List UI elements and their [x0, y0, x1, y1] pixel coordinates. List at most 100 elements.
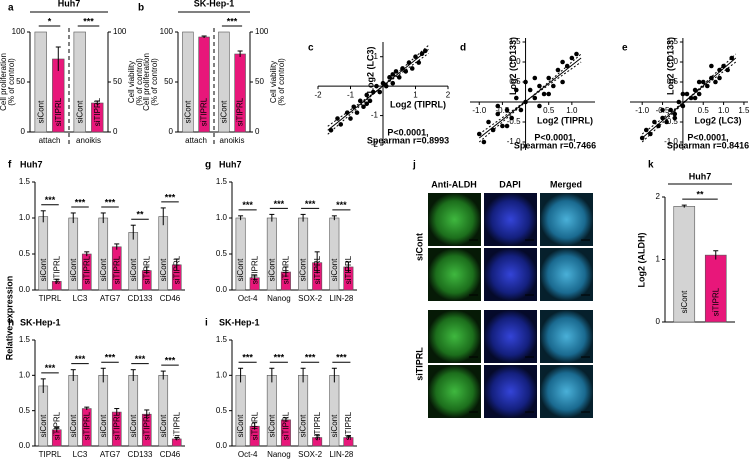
tick-label: 1 [656, 255, 661, 264]
point [656, 123, 661, 129]
x-tick-label: anoikis [76, 136, 101, 145]
micrograph [484, 193, 537, 246]
panel-title: Huh7 [58, 0, 81, 8]
point [364, 92, 370, 98]
x-tick-label: SOX-2 [298, 450, 323, 459]
significance: *** [274, 199, 285, 209]
micrograph [540, 193, 593, 246]
point [335, 116, 340, 121]
bar-label: siCont [680, 290, 689, 313]
x-tick-label: attach [39, 136, 61, 145]
confidence-band [327, 52, 429, 127]
y-tick-label: 1.5 [667, 37, 679, 46]
y2-axis-label: (% of control) [277, 58, 286, 106]
point [396, 75, 402, 80]
bar-label: siCont [129, 414, 138, 437]
point [660, 115, 665, 121]
bar-label: siCont [299, 258, 308, 281]
significance: *** [305, 199, 316, 209]
tick-label: 100 [160, 27, 174, 36]
tick-label: 1.5 [216, 335, 228, 344]
point [672, 115, 678, 121]
tick-label: 0.0 [19, 285, 31, 294]
bar-label: siCont [267, 414, 276, 437]
point [486, 119, 491, 125]
panel-letter: k [648, 160, 654, 171]
x-tick-label: Oct-4 [238, 294, 258, 303]
bar-label: siTIPRL [82, 411, 91, 440]
panel-title: Huh7 [20, 159, 43, 169]
y-tick-label: -0.5 [664, 117, 678, 126]
annotation: Spearman r=0.8993 [367, 135, 449, 145]
bar-label: siTIPRL [344, 255, 353, 284]
point [668, 107, 673, 113]
x-tick-label: -1.0 [472, 106, 486, 115]
point [419, 51, 425, 57]
point [664, 119, 669, 125]
significance: *** [105, 353, 116, 363]
micrograph [428, 365, 481, 418]
x-tick-label: -1 [347, 90, 355, 99]
y-axis-label: Log2 (ALDH) [636, 233, 646, 288]
x-tick-label: TIPRL [39, 450, 62, 459]
trend-line [327, 48, 429, 131]
x-tick-label: LC3 [73, 450, 88, 459]
point [357, 98, 363, 104]
bar-label: siCont [299, 414, 308, 437]
x-tick-label: CD46 [160, 450, 181, 459]
tick-label: 0 [21, 127, 26, 136]
annotation: P<0.0001, [534, 132, 575, 142]
bar-label: siCont [184, 100, 193, 123]
bar-label: siCont [267, 258, 276, 281]
bar-label: siTIPRL [172, 411, 181, 440]
point [725, 67, 730, 73]
y-tick-label: -2 [371, 140, 379, 149]
point [532, 95, 538, 101]
point [509, 115, 514, 121]
tick-label: 0 [169, 127, 174, 136]
bar-label: siTIPRL [52, 255, 61, 284]
x-tick-label: ATG7 [100, 294, 121, 303]
point [680, 103, 686, 109]
bar-label: siTIPRL [250, 411, 259, 440]
point [546, 75, 552, 81]
x-tick-label: 0.5 [698, 106, 710, 115]
point [416, 60, 422, 65]
tick-label: 100 [113, 27, 127, 36]
y2-axis-label: Cell viability [269, 61, 278, 103]
panel-title: SK-Hep-1 [194, 0, 235, 8]
y-axis-label: (% of control) [7, 58, 16, 106]
x-tick-label: CD133 [128, 294, 153, 303]
y-axis-label: (% of control) [150, 58, 159, 106]
significance: ** [136, 210, 144, 220]
bar-label: siTIPRL [142, 255, 151, 284]
point [495, 111, 501, 117]
bar-label: siTIPRL [313, 411, 322, 440]
bar-label: siCont [36, 100, 45, 123]
point [546, 91, 552, 97]
y-tick-label: 0.5 [667, 77, 679, 86]
bar-label: siTIPRL [200, 97, 209, 126]
tick-label: 1.0 [19, 213, 31, 222]
y2-axis-label: Cell viability [127, 61, 136, 103]
point [504, 107, 510, 113]
significance: *** [165, 355, 176, 365]
tick-label: 1.5 [216, 177, 228, 186]
x-tick-label: LIN-28 [329, 450, 354, 459]
point [481, 139, 487, 145]
column-header: Anti-ALDH [431, 179, 477, 189]
x-tick-label: 1.5 [738, 106, 750, 115]
point [374, 83, 379, 89]
significance: *** [75, 197, 86, 207]
point [338, 122, 344, 127]
x-tick-label: Nanog [267, 294, 291, 303]
point [696, 79, 702, 85]
point [500, 123, 505, 129]
point [555, 67, 561, 73]
tick-label: 0.0 [216, 441, 228, 450]
tick-label: 0.0 [19, 441, 31, 450]
x-tick-label: 1 [413, 90, 418, 99]
bar-label: siCont [75, 100, 84, 123]
x-tick-label: 1.0 [566, 106, 578, 115]
y-tick-label: 1.0 [667, 57, 679, 66]
